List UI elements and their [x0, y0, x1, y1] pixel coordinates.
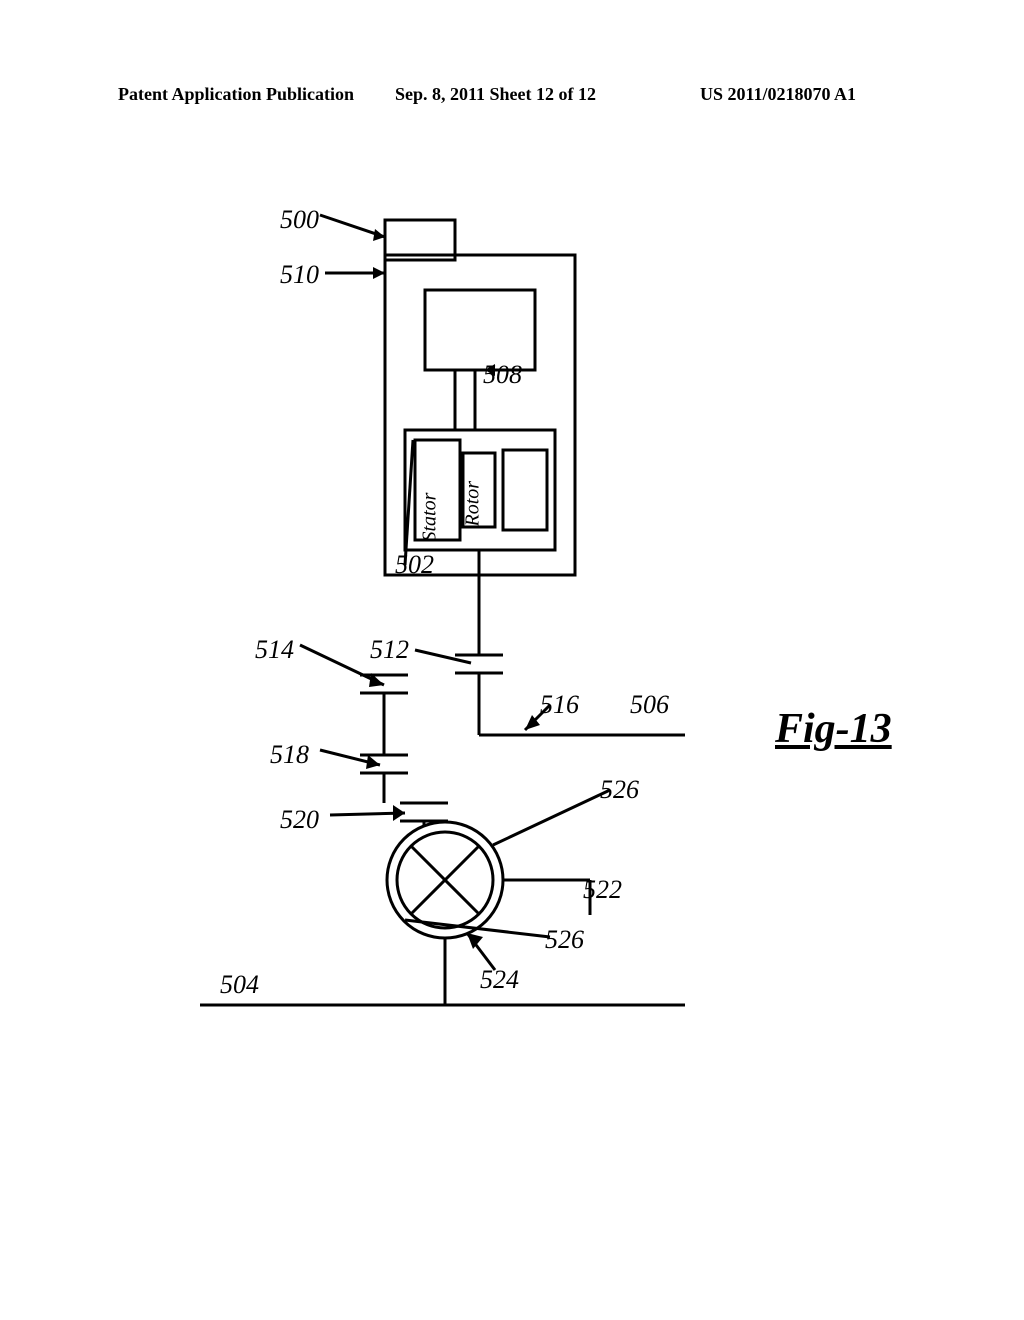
- ref-516: 516: [540, 690, 579, 720]
- ref-514: 514: [255, 635, 294, 665]
- ref-504: 504: [220, 970, 259, 1000]
- ref-502: 502: [395, 550, 434, 580]
- ref-506: 506: [630, 690, 669, 720]
- ref-526a: 526: [600, 775, 639, 805]
- ref-508: 508: [483, 360, 522, 390]
- ref-518: 518: [270, 740, 309, 770]
- ref-524: 524: [480, 965, 519, 995]
- label-rotor: Rotor: [462, 481, 485, 527]
- ref-510: 510: [280, 260, 319, 290]
- header-left: Patent Application Publication: [118, 84, 354, 105]
- header-right: US 2011/0218070 A1: [700, 84, 856, 105]
- ref-520: 520: [280, 805, 319, 835]
- header-center: Sep. 8, 2011 Sheet 12 of 12: [395, 84, 596, 105]
- figure-label: Fig-13: [775, 705, 892, 753]
- figure-13: 500 510 508 502 512 506 516 526 526 522 …: [125, 195, 905, 1095]
- label-stator: Stator: [419, 493, 442, 542]
- ref-522: 522: [583, 875, 622, 905]
- ref-526b: 526: [545, 925, 584, 955]
- ref-512: 512: [370, 635, 409, 665]
- figure-svg: [125, 195, 905, 1095]
- ref-500: 500: [280, 205, 319, 235]
